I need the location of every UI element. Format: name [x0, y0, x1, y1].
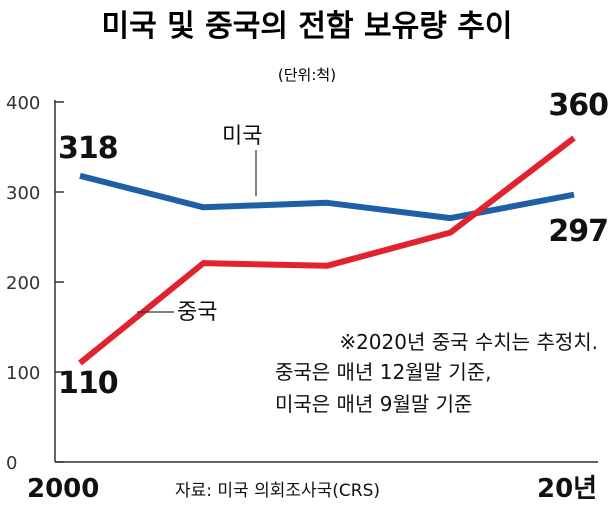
- data-label: 318: [58, 131, 118, 166]
- y-tick-label: 300: [6, 183, 40, 204]
- source-text: 자료: 미국 의회조사국(CRS): [175, 481, 380, 501]
- series-label-us: 미국: [222, 124, 262, 149]
- data-label: 297: [548, 214, 608, 249]
- y-tick-label: 200: [6, 273, 40, 294]
- data-label: 360: [548, 88, 608, 123]
- y-tick-label: 400: [6, 93, 40, 114]
- data-label: 110: [58, 366, 118, 401]
- x-tick-label: 20년: [537, 474, 597, 504]
- note-line-2: 중국은 매년 12월말 기준,: [275, 360, 491, 384]
- y-tick-label: 0: [6, 453, 17, 474]
- note-line-1: ※2020년 중국 수치는 추정치.: [339, 330, 598, 354]
- y-tick-label: 100: [6, 363, 40, 384]
- unit-label: (단위:척): [278, 66, 336, 84]
- series-label-cn: 중국: [177, 300, 217, 325]
- x-tick-label: 2000: [27, 474, 99, 504]
- note-line-3: 미국은 매년 9월말 기준: [275, 392, 472, 416]
- chart-title: 미국 및 중국의 전함 보유량 추이: [101, 9, 512, 44]
